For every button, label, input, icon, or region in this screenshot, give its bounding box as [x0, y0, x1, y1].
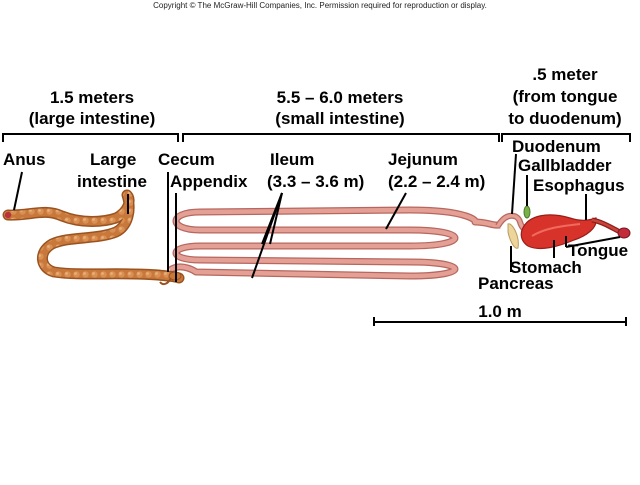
- tongue-leader-2: [565, 236, 621, 248]
- label-ileum-length: (3.3 – 3.6 m): [267, 172, 364, 191]
- label-stomach: Stomach: [510, 258, 582, 277]
- large-intestine-length-line2: (large intestine): [29, 109, 156, 128]
- small-intestine-bracket: [182, 133, 500, 142]
- anus: [4, 211, 12, 219]
- label-duodenum: Duodenum: [512, 137, 601, 156]
- label-gallbladder: Gallbladder: [518, 156, 612, 175]
- large-intestine-bracket: [2, 133, 179, 142]
- small-intestine-length-line1: 5.5 – 6.0 meters: [277, 88, 404, 107]
- large-intestine-length-line1: 1.5 meters: [50, 88, 134, 107]
- upper-tract-length-line2: (from tongue: [513, 87, 618, 106]
- scale-bar: [373, 317, 627, 326]
- label-anus: Anus: [3, 150, 46, 169]
- label-ileum: Ileum: [270, 150, 314, 169]
- small-intestine-length-line2: (small intestine): [275, 109, 404, 128]
- ileum-leader-3: [251, 192, 283, 279]
- label-appendix: Appendix: [170, 172, 248, 191]
- label-large-intestine-line1: Large: [90, 150, 136, 169]
- gallbladder: [523, 205, 531, 219]
- jejunum-leader: [385, 192, 407, 230]
- label-jejunum: Jejunum: [388, 150, 458, 169]
- appendix: [159, 277, 172, 286]
- tongue: [617, 227, 631, 239]
- label-tongue: Tongue: [568, 241, 628, 260]
- copyright-notice: Copyright © The McGraw-Hill Companies, I…: [153, 1, 487, 10]
- label-jejunum-length: (2.2 – 2.4 m): [388, 172, 485, 191]
- upper-tract-length-line1: .5 meter: [532, 65, 598, 84]
- label-cecum: Cecum: [158, 150, 215, 169]
- upper-tract-length-line3: to duodenum): [508, 109, 621, 128]
- label-esophagus: Esophagus: [533, 176, 625, 195]
- label-pancreas: Pancreas: [478, 274, 554, 293]
- scale-bar-label: 1.0 m: [478, 302, 521, 321]
- anus-leader: [13, 171, 23, 211]
- label-large-intestine-line2: intestine: [77, 172, 147, 191]
- upper-tract-bracket: [501, 133, 631, 142]
- pancreas: [507, 223, 519, 249]
- duodenum-leader: [511, 153, 517, 215]
